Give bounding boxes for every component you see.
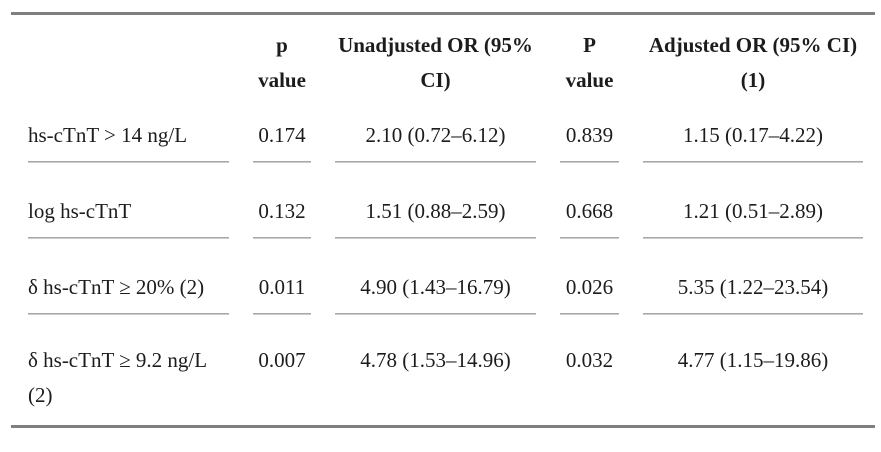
adjusted-or: 5.35 (1.22–23.54)	[677, 275, 829, 299]
p-value-cell: 0.026	[548, 239, 631, 315]
p-value-cell: 0.174	[241, 98, 323, 163]
adjusted-or: 1.15 (0.17–4.22)	[683, 123, 823, 147]
unadjusted-or-cell: 2.10 (0.72–6.12)	[323, 98, 548, 163]
row-separator	[253, 161, 311, 163]
row-label-cell: hs-cTnT > 14 ng/L	[11, 98, 241, 163]
row-label-cell: δ hs-cTnT ≥ 20% (2)	[11, 239, 241, 315]
row-separator	[28, 237, 229, 239]
row-separator	[28, 313, 229, 315]
row-separator	[643, 161, 863, 163]
p-value: 0.174	[258, 123, 306, 147]
p-value: 0.007	[258, 348, 306, 372]
p-value-cell: 0.011	[241, 239, 323, 315]
adjusted-or: 1.21 (0.51–2.89)	[683, 199, 823, 223]
table-row: hs-cTnT > 14 ng/L 0.174 2.10 (0.72–6.12)…	[11, 98, 875, 163]
row-separator	[253, 313, 311, 315]
page: { "table": { "columns": [ { "line1": "",…	[0, 12, 881, 452]
row-separator	[643, 313, 863, 315]
header-line: P	[583, 33, 596, 57]
adjusted-or-cell: 1.15 (0.17–4.22)	[631, 98, 875, 163]
row-separator	[28, 161, 229, 163]
row-separator	[560, 313, 619, 315]
table-row: δ hs-cTnT ≥ 9.2 ng/L (2) 0.007 4.78 (1.5…	[11, 315, 875, 425]
row-separator	[560, 237, 619, 239]
header-adjusted-or: Adjusted OR (95% CI) (1)	[631, 15, 875, 98]
row-separator	[335, 237, 536, 239]
p-value: 0.839	[565, 123, 614, 147]
p-value: 0.032	[565, 348, 614, 372]
adjusted-or-cell: 5.35 (1.22–23.54)	[631, 239, 875, 315]
header-p-value-unadjusted: p value	[241, 15, 323, 98]
header-line: p	[276, 33, 288, 57]
table-row: δ hs-cTnT ≥ 20% (2) 0.011 4.90 (1.43–16.…	[11, 239, 875, 315]
row-label-cell: log hs-cTnT	[11, 163, 241, 239]
header-line: Unadjusted OR (95%	[338, 33, 533, 57]
p-value: 0.026	[565, 275, 614, 299]
unadjusted-or-cell: 4.78 (1.53–14.96)	[323, 315, 548, 425]
header-line: value	[258, 68, 306, 92]
row-separator	[643, 237, 863, 239]
p-value-cell: 0.132	[241, 163, 323, 239]
row-separator	[335, 313, 536, 315]
row-label: δ hs-cTnT ≥ 20% (2)	[28, 275, 205, 299]
p-value: 0.132	[258, 199, 306, 223]
odds-ratio-table: p value Unadjusted OR (95% CI) P value A…	[11, 12, 875, 428]
adjusted-or: 4.77 (1.15–19.86)	[677, 348, 829, 372]
header-unadjusted-or: Unadjusted OR (95% CI)	[323, 15, 548, 98]
row-label: hs-cTnT > 14 ng/L	[28, 123, 188, 147]
row-label: δ hs-cTnT ≥ 9.2 ng/L (2)	[28, 348, 207, 407]
row-separator	[253, 237, 311, 239]
header-line: value	[565, 68, 614, 92]
table-row: log hs-cTnT 0.132 1.51 (0.88–2.59) 0.668…	[11, 163, 875, 239]
header-line: CI)	[420, 68, 451, 92]
unadjusted-or-cell: 1.51 (0.88–2.59)	[323, 163, 548, 239]
row-separator	[335, 161, 536, 163]
adjusted-or-cell: 1.21 (0.51–2.89)	[631, 163, 875, 239]
header-line: Adjusted OR (95% CI)	[648, 33, 858, 57]
unadjusted-or: 4.90 (1.43–16.79)	[360, 275, 511, 299]
p-value: 0.668	[565, 199, 614, 223]
p-value: 0.011	[258, 275, 306, 299]
unadjusted-or: 1.51 (0.88–2.59)	[365, 199, 506, 223]
adjusted-or-cell: 4.77 (1.15–19.86)	[631, 315, 875, 425]
row-separator	[560, 161, 619, 163]
header-line: (1)	[740, 68, 766, 92]
unadjusted-or-cell: 4.90 (1.43–16.79)	[323, 239, 548, 315]
p-value-cell: 0.668	[548, 163, 631, 239]
unadjusted-or: 2.10 (0.72–6.12)	[365, 123, 506, 147]
p-value-cell: 0.839	[548, 98, 631, 163]
row-label-cell: δ hs-cTnT ≥ 9.2 ng/L (2)	[11, 315, 241, 425]
header-row: p value Unadjusted OR (95% CI) P value A…	[11, 15, 875, 98]
p-value-cell: 0.032	[548, 315, 631, 425]
header-empty	[11, 15, 241, 98]
unadjusted-or: 4.78 (1.53–14.96)	[360, 348, 511, 372]
header-p-value-adjusted: P value	[548, 15, 631, 98]
p-value-cell: 0.007	[241, 315, 323, 425]
row-label: log hs-cTnT	[28, 199, 132, 223]
